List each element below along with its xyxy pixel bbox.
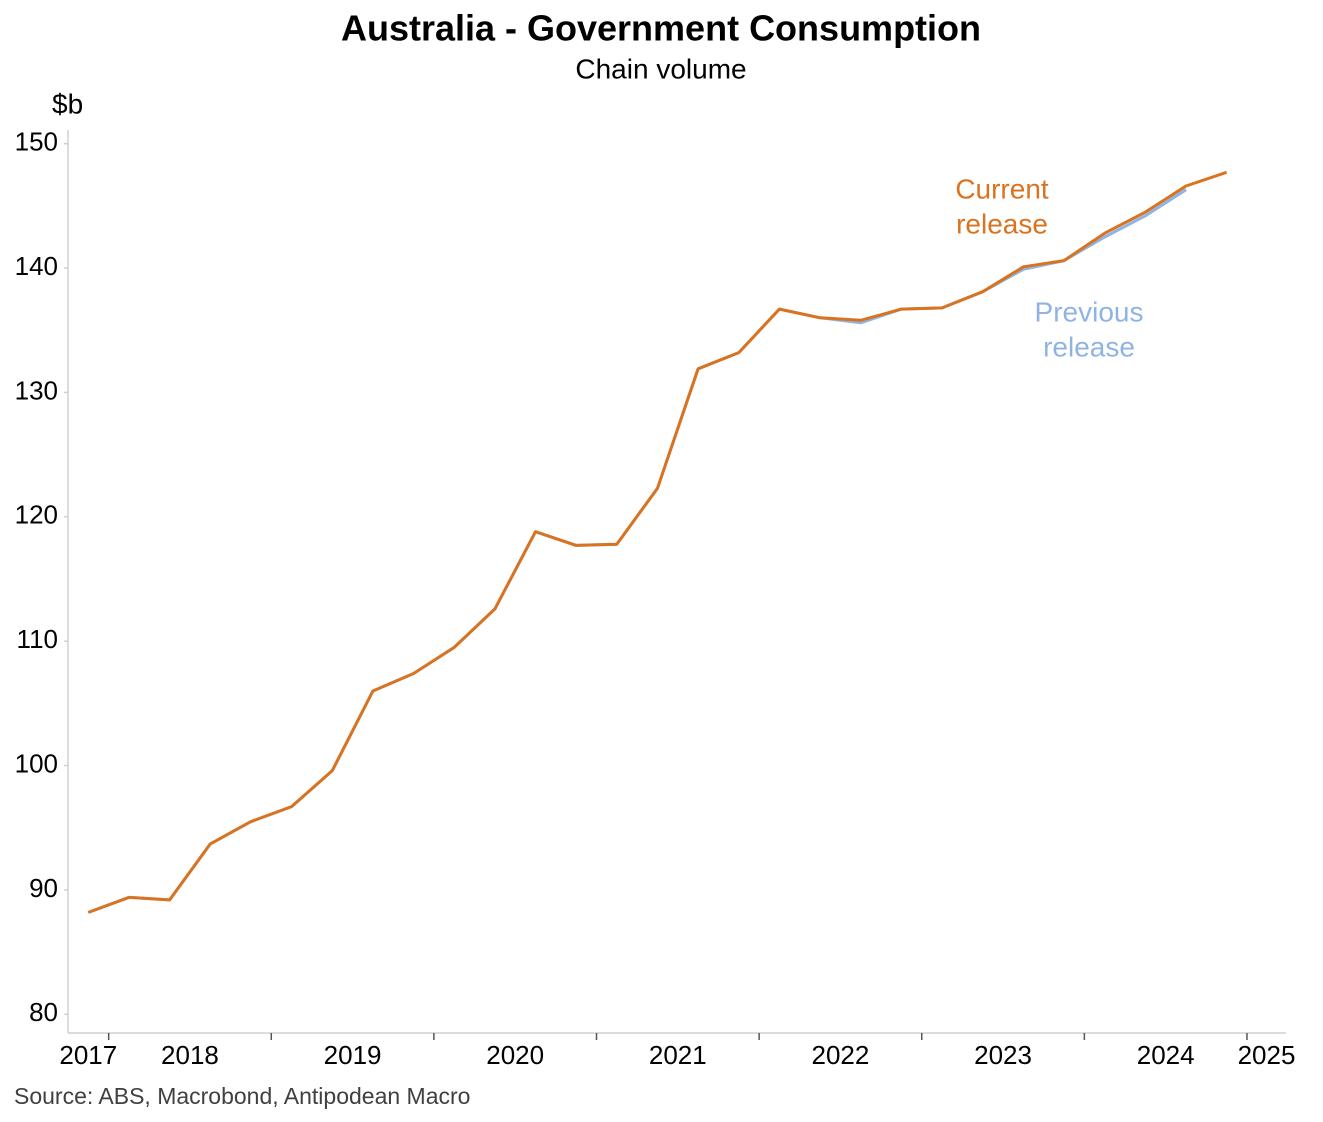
x-tick-label: 2019 bbox=[324, 1040, 382, 1070]
y-tick-label: 100 bbox=[15, 748, 58, 778]
x-tick-label: 2018 bbox=[161, 1040, 219, 1070]
y-tick-label: 80 bbox=[29, 997, 58, 1027]
y-axis-label: $b bbox=[52, 88, 83, 119]
chart-title: Australia - Government Consumption bbox=[341, 8, 981, 49]
y-tick-label: 90 bbox=[29, 873, 58, 903]
annotation: release bbox=[956, 208, 1048, 239]
source: Source: ABS, Macrobond, Antipodean Macro bbox=[14, 1083, 470, 1109]
y-tick-label: 140 bbox=[15, 251, 58, 281]
series-line bbox=[87, 170, 1228, 914]
chart-subtitle: Chain volume bbox=[575, 53, 746, 84]
x-tick-label: 2024 bbox=[1137, 1040, 1195, 1070]
x-tick-label: 2021 bbox=[649, 1040, 707, 1070]
annotation: Current bbox=[955, 173, 1049, 204]
x-tick-label: 2023 bbox=[974, 1040, 1032, 1070]
series-line bbox=[87, 188, 1187, 914]
annotation: Previous bbox=[1035, 296, 1144, 327]
y-tick-label: 110 bbox=[17, 624, 58, 654]
x-tick-label: 2022 bbox=[812, 1040, 870, 1070]
y-tick-label: 130 bbox=[15, 375, 58, 405]
annotation: release bbox=[1043, 331, 1135, 362]
y-tick-label: 120 bbox=[15, 500, 58, 530]
x-tick-label: 2025 bbox=[1238, 1040, 1296, 1070]
x-tick-label: 2017 bbox=[59, 1040, 117, 1070]
x-tick-label: 2020 bbox=[486, 1040, 544, 1070]
y-tick-label: 150 bbox=[15, 127, 58, 157]
